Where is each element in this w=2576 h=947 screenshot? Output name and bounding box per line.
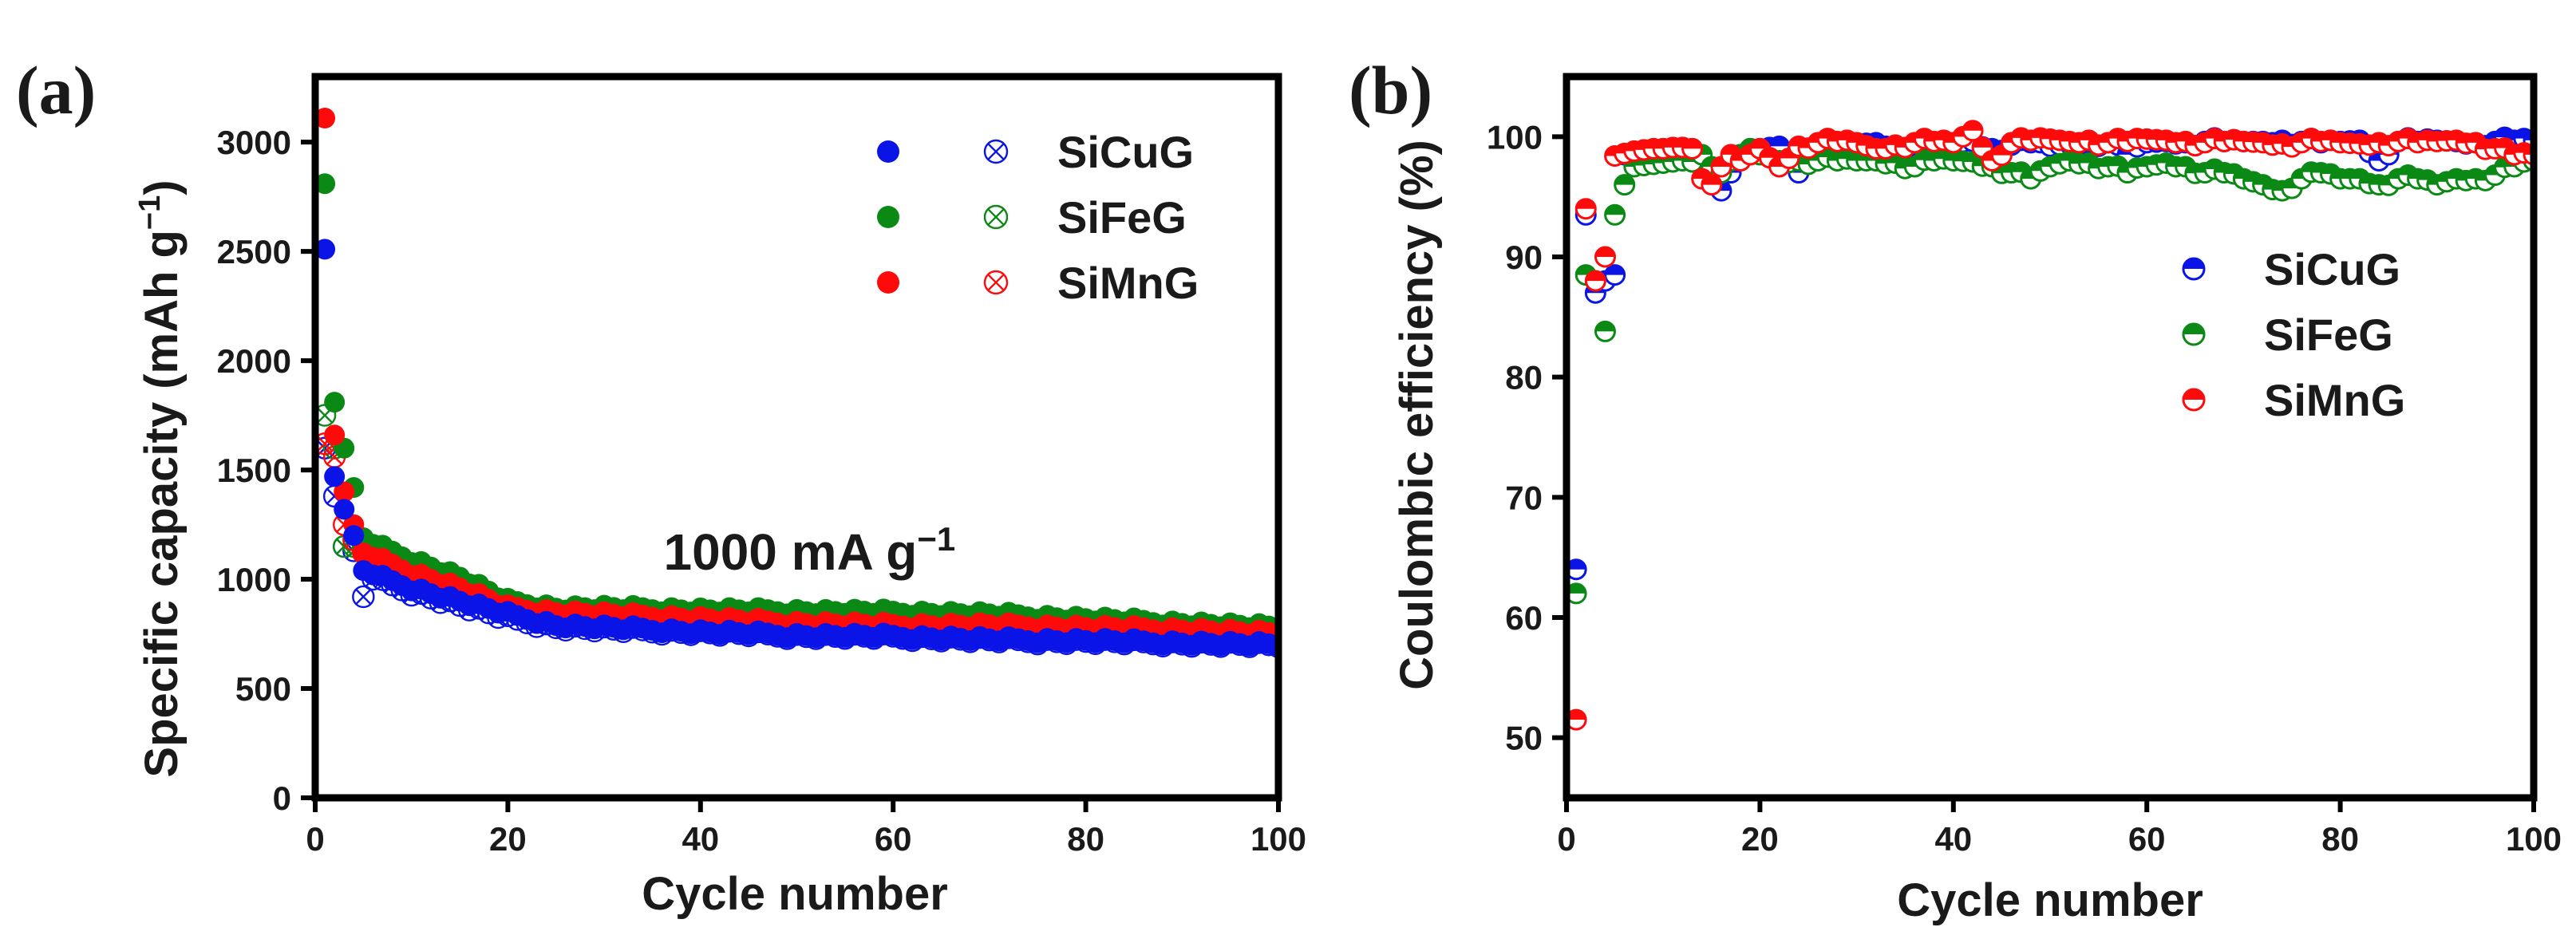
panel-b-x-axis-title: Cycle number [1897, 874, 2203, 926]
simng-charge-point [324, 424, 346, 446]
panel-b-plot-frame [1563, 73, 2538, 802]
panel-b-label: (b) [1349, 52, 1432, 128]
panel-b-x-tick-label: 100 [2506, 820, 2562, 858]
panel-a-x-tick-label: 0 [306, 820, 324, 858]
panel-a-x-tick-label: 80 [1067, 820, 1104, 858]
simng-efficiency-point [1701, 174, 1723, 196]
panel-a-label: (a) [16, 52, 96, 128]
panel-b-y-tick-label: 80 [1505, 359, 1543, 397]
panel-b-y-tick-label: 50 [1505, 720, 1543, 757]
legend-simng-half-marker [2182, 388, 2206, 412]
legend-sicug-crossed-marker [983, 139, 1009, 164]
sicug-efficiency-point [1567, 558, 1587, 581]
panel-a-capacity-chart: (a) 0 20 40 60 80 100050010001500200025003000… [16, 52, 1306, 920]
panel-b-x-tick-label: 20 [1741, 820, 1779, 858]
sicug-efficiency-point [1604, 264, 1626, 286]
sifeg-efficiency-point [1604, 203, 1626, 226]
simng-charge-point [334, 481, 355, 503]
sifeg-efficiency-point [1594, 320, 1616, 342]
panel-a-x-tick-label: 60 [875, 820, 912, 858]
legend-simng-crossed-marker [983, 270, 1009, 295]
legend-simng-filled-marker [877, 271, 899, 294]
current-density-annotation: 1000 mA g−1 [664, 520, 956, 581]
simng-efficiency-point [1691, 168, 1713, 190]
panel-b-y-tick-label: 70 [1505, 479, 1543, 516]
panel-a-plot-frame [311, 73, 1282, 802]
panel-a-y-tick-label: 0 [273, 779, 291, 817]
sicug-charge-point [324, 466, 346, 487]
panel-b-axes: 0 20 40 60 80 100 50 60 70 80 90 100 [1487, 118, 2562, 858]
simng-efficiency-point [1584, 270, 1606, 292]
simng-charge-point [315, 108, 336, 129]
sifeg-charge-point [324, 392, 346, 413]
sicug-charge-point [343, 525, 365, 546]
legend-sicug-half-marker [2182, 257, 2206, 281]
sicug-discharge-point [352, 585, 375, 609]
panel-b-x-tick-label: 40 [1934, 820, 1972, 858]
legend-simng-label: SiMnG [2264, 375, 2405, 425]
panel-a-y-tick-label: 3000 [217, 124, 291, 161]
panel-a-data-points [315, 108, 1278, 658]
panel-a-y-tick-label: 1500 [217, 452, 291, 489]
panel-a-legend: SiCuG SiFeG SiMnG [877, 127, 1199, 308]
panel-a-y-tick-label: 2000 [217, 342, 291, 380]
panel-a-y-axis-title: Specific capacity (mAh g−1) [133, 180, 188, 777]
panel-b-y-axis-title: Coulombic efficiency (%) [1391, 140, 1443, 690]
panel-a-x-tick-label: 20 [489, 820, 527, 858]
legend-sicug-label: SiCuG [1057, 127, 1194, 177]
simng-efficiency-point [1962, 120, 1984, 142]
simng-efficiency-point [1681, 137, 1704, 160]
legend-sifeg-crossed-marker [983, 204, 1009, 230]
sicug-charge-point [315, 239, 336, 260]
sicug-charge-point [334, 499, 355, 520]
panel-a-y-tick-label: 1000 [217, 561, 291, 598]
panel-b-y-tick-label: 90 [1505, 239, 1543, 276]
panel-b-x-tick-label: 60 [2128, 820, 2166, 858]
panel-b-efficiency-chart: (b) 0 20 40 60 80 100 50 60 70 80 90 100 Coulombic … [1349, 52, 2562, 926]
panel-a-y-tick-label: 2500 [217, 233, 291, 270]
simng-efficiency-point [1574, 198, 1597, 220]
legend-sicug-label: SiCuG [2264, 244, 2400, 294]
simng-efficiency-point [1594, 246, 1616, 268]
panel-a-x-tick-label: 100 [1250, 820, 1306, 858]
legend-sifeg-label: SiFeG [2264, 310, 2393, 360]
legend-sifeg-half-marker [2182, 322, 2206, 346]
legend-simng-label: SiMnG [1057, 258, 1199, 308]
legend-sifeg-filled-marker [877, 206, 899, 228]
panel-a-y-tick-label: 500 [235, 670, 291, 708]
panel-b-data-points [1567, 120, 2534, 731]
panel-b-legend: SiCuG SiFeG SiMnG [2182, 244, 2405, 425]
sifeg-efficiency-point [1614, 174, 1636, 196]
panel-b-x-tick-label: 0 [1557, 820, 1575, 858]
sifeg-charge-point [315, 173, 336, 195]
panel-b-y-tick-label: 60 [1505, 599, 1543, 637]
legend-sicug-filled-marker [877, 140, 899, 163]
panel-a-x-tick-label: 40 [682, 820, 719, 858]
panel-a-x-axis-title: Cycle number [642, 868, 948, 920]
panel-b-x-tick-label: 80 [2321, 820, 2359, 858]
panel-b-y-tick-label: 100 [1487, 118, 1543, 156]
legend-sifeg-label: SiFeG [1057, 192, 1187, 243]
simng-efficiency-point [1567, 708, 1587, 731]
